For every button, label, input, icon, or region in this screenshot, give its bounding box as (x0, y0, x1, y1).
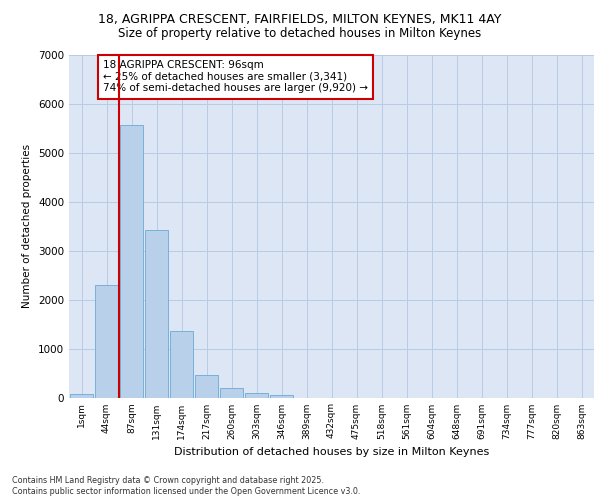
Bar (70, 394, 94, 398)
Text: Contains HM Land Registry data © Crown copyright and database right 2025.: Contains HM Land Registry data © Crown c… (12, 476, 324, 485)
Bar (170, 331, 193, 398)
X-axis label: Distribution of detached houses by size in Milton Keynes: Distribution of detached houses by size … (174, 447, 489, 457)
Bar (245, 392, 268, 398)
Text: Size of property relative to detached houses in Milton Keynes: Size of property relative to detached ho… (118, 28, 482, 40)
Bar (95, 285, 118, 398)
Text: 18 AGRIPPA CRESCENT: 96sqm
← 25% of detached houses are smaller (3,341)
74% of s: 18 AGRIPPA CRESCENT: 96sqm ← 25% of deta… (103, 60, 368, 94)
Bar (220, 388, 244, 398)
Y-axis label: Number of detached properties: Number of detached properties (22, 144, 32, 308)
Bar (119, 126, 143, 398)
Bar (269, 394, 293, 398)
Text: Contains public sector information licensed under the Open Government Licence v3: Contains public sector information licen… (12, 488, 361, 496)
Text: 18, AGRIPPA CRESCENT, FAIRFIELDS, MILTON KEYNES, MK11 4AY: 18, AGRIPPA CRESCENT, FAIRFIELDS, MILTON… (98, 12, 502, 26)
Bar (194, 375, 218, 398)
Bar (145, 230, 169, 398)
